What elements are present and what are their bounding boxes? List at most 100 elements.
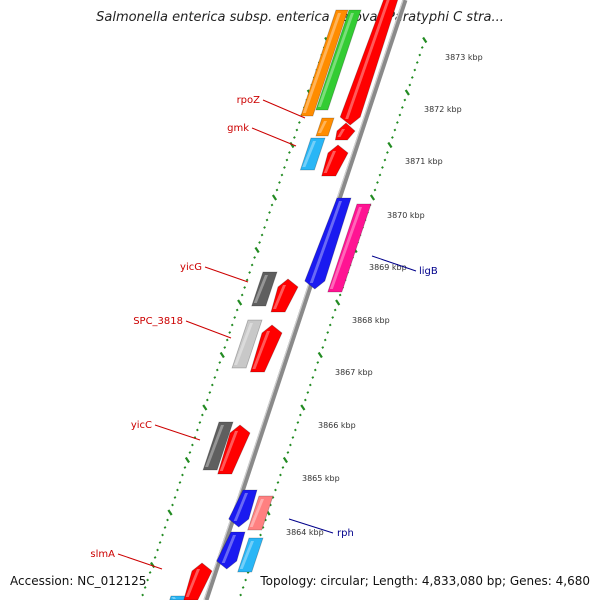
gene-feature-green[interactable]	[315, 9, 362, 111]
gene-label-connector	[262, 99, 306, 119]
gene-feature-dark_gray[interactable]	[251, 271, 278, 307]
track-dot	[403, 98, 407, 102]
track-dot	[373, 188, 377, 192]
gene-feature-shine	[252, 331, 270, 369]
track-dot	[387, 141, 393, 149]
gene-label[interactable]: rpoZ	[237, 95, 261, 106]
track-dot	[248, 271, 251, 274]
track-dot	[328, 323, 332, 327]
track-dot	[241, 586, 245, 589]
gene-label[interactable]: slmA	[90, 549, 115, 560]
gene-feature-shine	[233, 493, 248, 521]
gene-feature-light_gray[interactable]	[231, 319, 263, 369]
track-dot	[259, 533, 262, 537]
gene-features	[169, 0, 399, 600]
track-dot	[282, 456, 289, 464]
track-dot	[398, 113, 402, 117]
track-dot	[278, 181, 281, 184]
ruler-label: 3867 kbp	[335, 368, 373, 377]
gene-label[interactable]: yicC	[131, 420, 152, 431]
gene-feature-magenta[interactable]	[327, 203, 372, 293]
track-dot	[176, 488, 179, 492]
track-dot	[253, 256, 256, 259]
gene-label[interactable]: yicG	[180, 262, 202, 273]
gene-label[interactable]: ligB	[419, 266, 438, 277]
gene-feature-cyan[interactable]	[237, 537, 264, 573]
track-dot	[146, 578, 149, 582]
track-dot	[158, 541, 162, 544]
gene-feature-red[interactable]	[270, 278, 299, 313]
track-dot	[420, 46, 424, 49]
gene-feature-shine	[234, 323, 253, 365]
gene-feature-orange[interactable]	[300, 9, 349, 117]
track-dot	[200, 413, 204, 417]
gene-feature-red[interactable]	[183, 562, 213, 600]
track-dot	[279, 473, 282, 477]
gene-label-connector	[117, 553, 163, 570]
gene-feature-blue[interactable]	[304, 197, 352, 290]
topology-text: Topology: circular; Length: 4,833,080 bp…	[260, 574, 590, 588]
gene-feature-shine	[309, 201, 342, 283]
track-dot	[184, 456, 191, 464]
gene-feature-shine	[253, 275, 268, 303]
track-dot	[230, 323, 234, 327]
track-dot	[156, 548, 159, 552]
gene-feature-blue[interactable]	[228, 489, 258, 528]
track-dot	[233, 316, 237, 319]
gene-label[interactable]: gmk	[227, 123, 249, 134]
track-dot	[274, 488, 277, 492]
ruler-label: 3864 kbp	[286, 528, 324, 537]
track-dot	[369, 194, 376, 201]
gene-feature-blue[interactable]	[216, 531, 246, 570]
track-dot	[316, 361, 320, 364]
gene-label-connector	[251, 127, 297, 147]
track-dot	[276, 481, 280, 484]
gene-feature-red[interactable]	[249, 324, 283, 373]
gene-feature-cyan[interactable]	[169, 595, 186, 600]
track-dot	[235, 308, 239, 312]
track-dot	[198, 421, 202, 424]
gene-feature-orange[interactable]	[315, 117, 335, 137]
ruler-labels: 3873 kbp 3872 kbp 3871 kbp 3870 kbp 3869 kbp…	[286, 53, 483, 537]
gene-label-connector	[288, 518, 334, 534]
track-dot	[202, 404, 208, 411]
track-dot	[331, 316, 335, 319]
track-dot	[281, 466, 285, 469]
gene-feature-red[interactable]	[321, 144, 349, 177]
gene-labels: rpoZ gmk yicG SPC_3818 yicC slmA ligB rph	[90, 95, 438, 570]
track-dot	[250, 263, 254, 267]
gene-feature-shine	[185, 569, 200, 597]
track-dot	[396, 121, 399, 124]
gene-label[interactable]: SPC_3818	[133, 316, 183, 327]
gene-feature-dark_gray[interactable]	[202, 421, 234, 471]
gene-label-connector	[204, 266, 249, 283]
track-dot	[415, 61, 419, 64]
track-dot	[270, 203, 274, 207]
track-dot	[418, 53, 422, 57]
track-dot	[167, 509, 173, 516]
gene-label-connector	[371, 255, 417, 272]
gene-feature-red[interactable]	[339, 0, 399, 126]
track-dot	[291, 436, 295, 439]
gene-feature-red[interactable]	[334, 122, 356, 141]
track-dot	[311, 376, 315, 379]
gene-feature-cyan[interactable]	[299, 137, 326, 171]
track-dot	[313, 368, 317, 372]
track-dot	[143, 586, 147, 589]
track-dot	[383, 158, 387, 162]
gene-feature-red[interactable]	[217, 424, 251, 475]
track-dot	[289, 443, 292, 447]
track-dot	[245, 278, 249, 282]
gene-label[interactable]: rph	[337, 528, 354, 539]
gene-feature-shine	[205, 425, 224, 467]
track-dot	[275, 188, 279, 192]
track-dot	[148, 571, 152, 574]
track-dot	[404, 89, 410, 96]
gene-feature-pink[interactable]	[247, 495, 274, 531]
track-dot	[381, 166, 384, 169]
gene-feature-shine	[302, 141, 316, 167]
track-dot	[218, 361, 222, 364]
track-dot	[243, 286, 247, 289]
track-dot	[306, 391, 310, 394]
track-dot	[240, 293, 244, 297]
